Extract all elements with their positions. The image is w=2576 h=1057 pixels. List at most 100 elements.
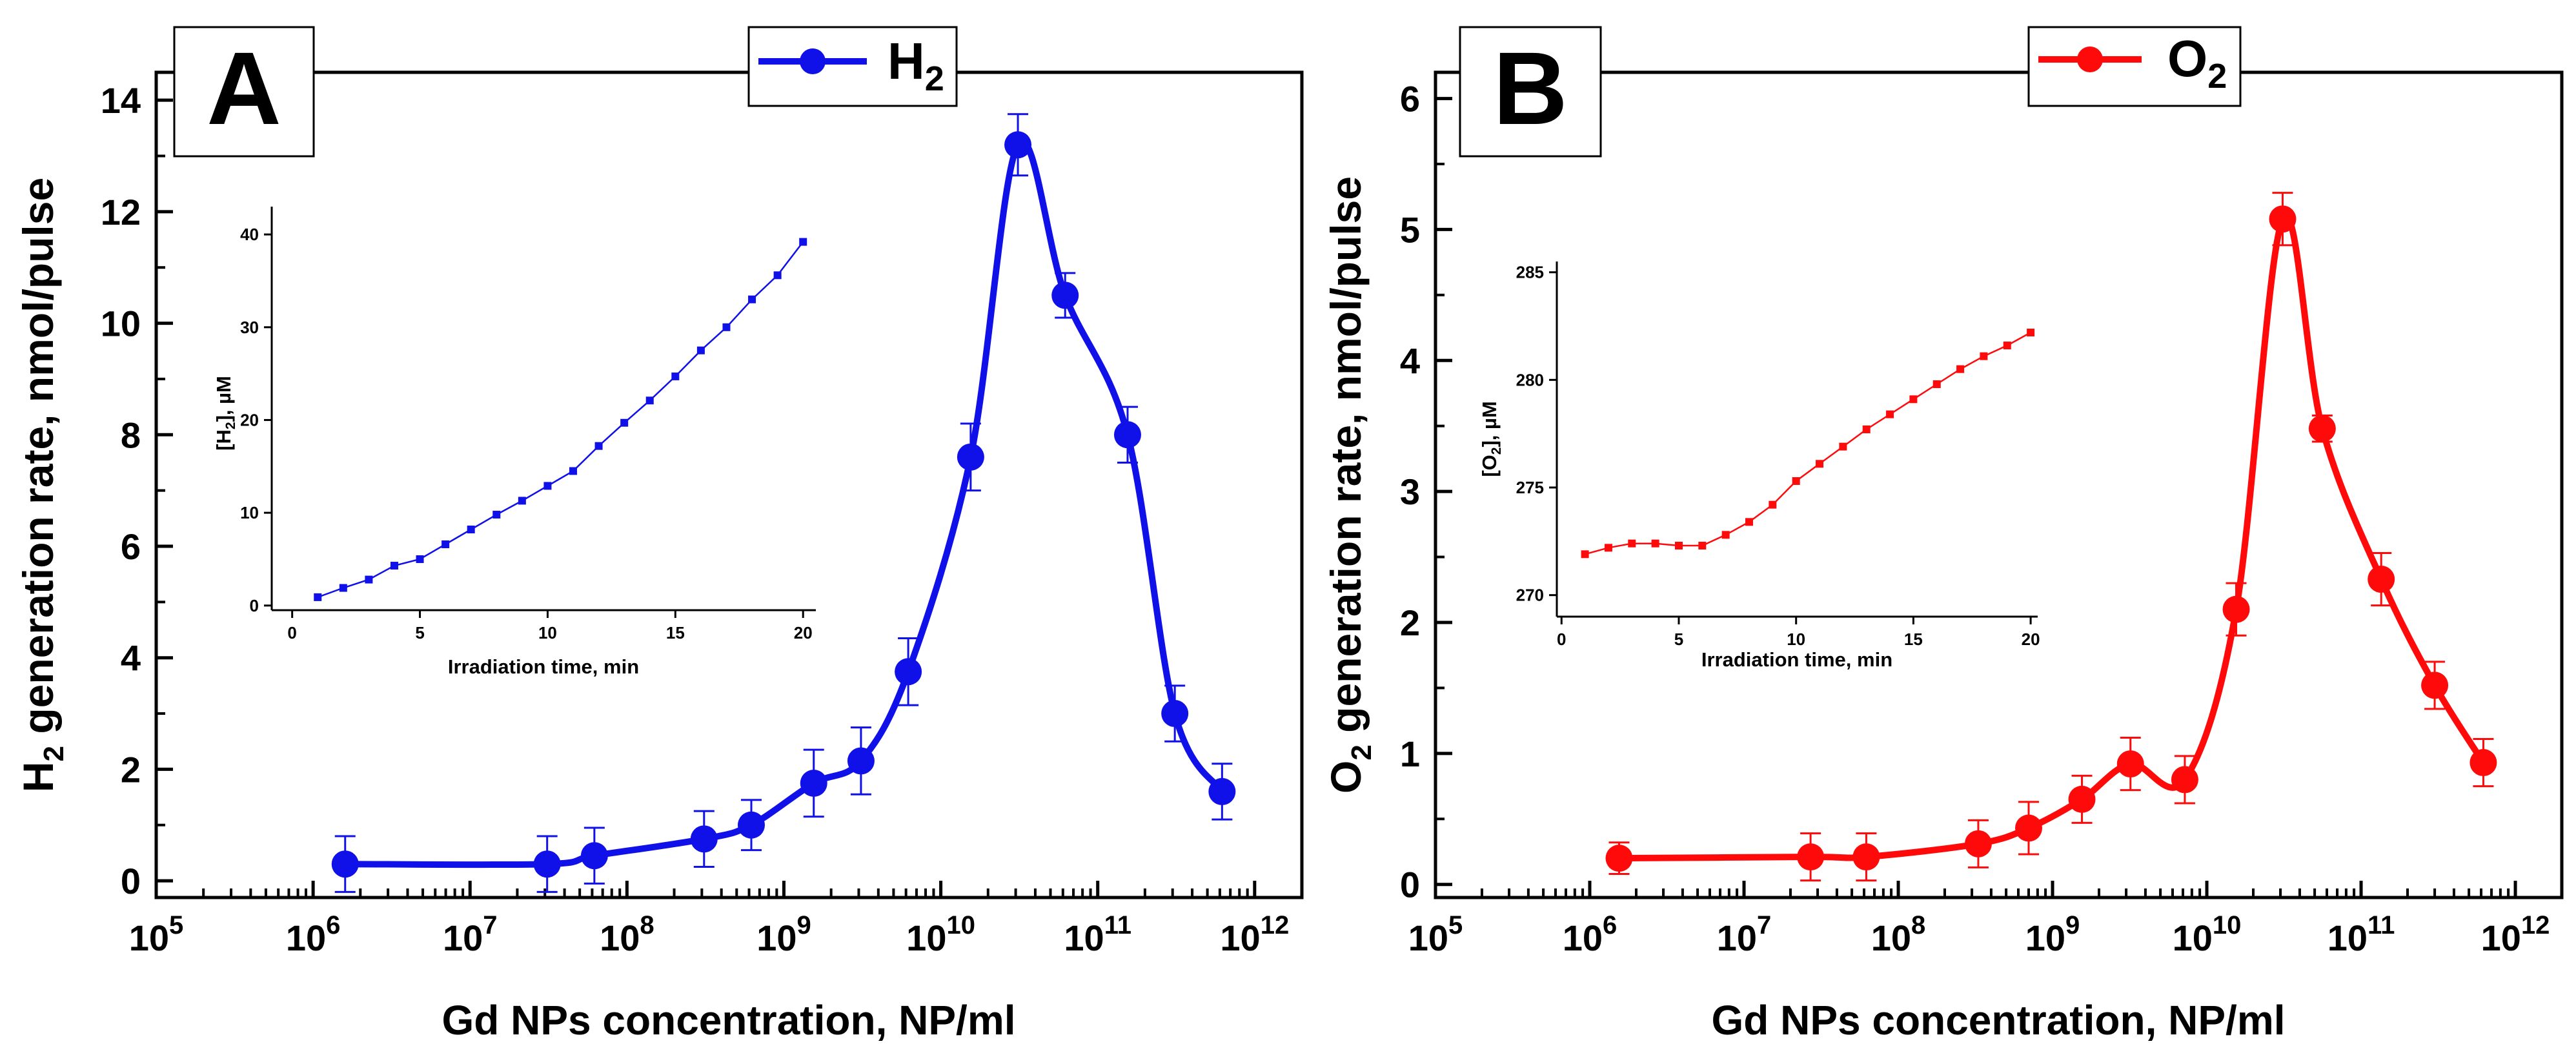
- panel-b-frame: [1434, 70, 2564, 899]
- panel-b-inset-point: [1651, 539, 1659, 548]
- panel-b-x-tick-label: 1012: [2481, 911, 2550, 958]
- panel-a-inset-x-tick-label: 5: [415, 623, 424, 642]
- panel-a-data-point: [895, 658, 922, 686]
- panel-b-x-tick-exponent: 12: [2521, 911, 2550, 939]
- panel-a-legend: H2: [747, 26, 958, 107]
- panel-b-y-axis-title: O2 generation rate, nmol/pulse: [1322, 176, 1377, 794]
- panel-a-data-point: [1004, 131, 1032, 159]
- panel-b-x-tick-base: 10: [1563, 918, 1603, 958]
- panel-a-inset-ticks: 0 5 10 15 20 0 10 20 30 40: [240, 225, 813, 642]
- panel-a-inset-point: [594, 442, 603, 450]
- panel-b-x-axis-title: Gd NPs concentration, NP/ml: [1711, 997, 2285, 1043]
- panel-b-x-tick-label: 108: [1871, 911, 1926, 958]
- panel-b-legend-subscript: 2: [2207, 57, 2227, 96]
- panel-a-series: [331, 113, 1236, 893]
- panel-a-inset-point: [773, 271, 782, 280]
- panel-b-data-point: [1797, 843, 1825, 871]
- panel-a-label-box: [173, 26, 315, 158]
- panel-a-x-ticks: 105 106 107 108 109 1010 1011 1012: [129, 881, 1303, 958]
- panel-a-inset-point: [492, 511, 501, 519]
- panel-a-x-tick-base: 10: [443, 918, 483, 958]
- panel-a-inset-point: [467, 526, 475, 533]
- panel-b-inset-y-tick-label: 280: [1516, 370, 1544, 389]
- panel-a-x-tick-base: 10: [1220, 918, 1260, 958]
- panel-a-x-tick-base: 10: [286, 918, 326, 958]
- panel-a-x-tick-exponent: 11: [1104, 911, 1131, 939]
- panel-a-inset-point: [339, 584, 347, 592]
- panel-b-y-tick-label: 3: [1400, 471, 1420, 512]
- panel-a-inset-x-axis-title: Irradiation time, min: [448, 655, 639, 678]
- panel-a-legend-box: [747, 26, 958, 107]
- panel-a-inset-point: [671, 372, 680, 380]
- panel-b-inset-point: [1909, 395, 1918, 404]
- panel-b-x-tick-exponent: 9: [2065, 911, 2080, 939]
- panel-b-x-tick-exponent: 6: [1603, 911, 1617, 939]
- panel-a-data-point: [1113, 421, 1141, 449]
- panel-a-legend-subscript: 2: [925, 59, 944, 98]
- panel-a-x-tick-label: 109: [756, 911, 811, 958]
- panel-a-data-point: [1051, 282, 1079, 309]
- panel-b-inset-x-axis-title: Irradiation time, min: [1701, 648, 1892, 671]
- panel-b-inset-point: [1628, 539, 1636, 548]
- panel-b-inset-x-tick-label: 20: [2022, 630, 2040, 649]
- panel-b-data-point: [2068, 785, 2096, 813]
- panel-a-x-axis-title: Gd NPs concentration, NP/ml: [441, 997, 1015, 1043]
- panel-a-inset-point: [569, 467, 578, 475]
- panel-b-legend-marker: [2077, 46, 2103, 72]
- panel-b-inset-y-tick-label: 285: [1516, 263, 1544, 282]
- panel-b-inset-point: [1816, 460, 1824, 468]
- panel-a-data-point: [580, 842, 608, 870]
- panel-a-y-tick-label: 10: [101, 303, 141, 344]
- panel-b-x-tick-label: 1010: [2173, 911, 2242, 958]
- panel-a-data-point: [737, 811, 765, 839]
- panel-b-x-ticks: 105 106 107 108 109 1010 1011 1012: [1408, 881, 2563, 958]
- panel-a-x-tick-exponent: 8: [640, 911, 654, 939]
- panel-b-x-tick-exponent: 11: [2368, 911, 2395, 939]
- panel-a-inset-y-axis-base: [H: [212, 429, 235, 451]
- panel-a-y-tick-label: 0: [121, 861, 141, 901]
- panel-a-inset-point: [314, 593, 322, 601]
- panel-b-x-tick-base: 10: [1871, 918, 1911, 958]
- panel-a-y-tick-label: 6: [121, 526, 141, 567]
- panel-a-y-tick-label: 8: [121, 415, 141, 455]
- panel-a-inset-point: [748, 295, 756, 303]
- panel-b-y-tick-label: 2: [1400, 602, 1420, 643]
- panel-b-legend-box: [2027, 26, 2242, 107]
- panel-a-y-axis-species: H: [14, 761, 62, 792]
- panel-a-inset-x-tick-label: 10: [538, 623, 557, 642]
- panel-b-inset-x-tick-label: 5: [1674, 630, 1683, 649]
- panel-b-x-tick-base: 10: [2173, 918, 2213, 958]
- panel-b-inset-point: [1956, 365, 1965, 373]
- panel-b-inset-point: [1862, 426, 1871, 433]
- panel-b-x-tick-exponent: 7: [1757, 911, 1771, 939]
- panel-a-x-tick-label: 1011: [1064, 911, 1131, 958]
- panel-a-data-point: [847, 747, 875, 775]
- panel-a-data-point: [1161, 700, 1189, 728]
- panel-b-y-axis-species: O: [1322, 761, 1370, 794]
- panel-a-inset-y-tick-label: 0: [250, 596, 259, 615]
- panel-b-data-point: [1605, 845, 1633, 872]
- panel-b-inset-y-axis-subscript: 2: [1489, 447, 1504, 455]
- panel-b-x-tick-label: 1011: [2328, 911, 2395, 958]
- panel-a-legend-base: H: [887, 32, 925, 90]
- panel-b-inset-point: [1980, 352, 1988, 360]
- panel-b-inset-y-axis-base: [O: [1478, 455, 1501, 477]
- panel-a-x-tick-label: 1012: [1220, 911, 1289, 958]
- panel-b-inset: 0 5 10 15 20 270 275 280 285 Irradiation time, m…: [1478, 262, 2040, 671]
- panel-a-data-point: [957, 443, 984, 471]
- panel-b-label: B: [1493, 30, 1568, 146]
- panel-b-data-point: [2308, 415, 2336, 442]
- panel-a-x-tick-exponent: 12: [1261, 911, 1290, 939]
- panel-b-inset-y-axis-title: [O2], µM: [1478, 401, 1504, 477]
- panel-b-inset-ticks: 0 5 10 15 20 270 275 280 285: [1516, 263, 2040, 649]
- panel-a-y-axis-title: H2 generation rate, nmol/pulse: [14, 178, 70, 792]
- panel-b-y-tick-label: 6: [1400, 79, 1420, 119]
- panel-a-frame: [154, 70, 1304, 899]
- panel-a-inset-y-tick-label: 20: [240, 410, 259, 429]
- panel-a-y-axis-rest: generation rate, nmol/pulse: [14, 178, 62, 746]
- panel-a-inset-y-axis-title: [H2], µM: [212, 376, 238, 451]
- panel-b-y-axis-subscript: 2: [1346, 744, 1377, 760]
- panel-a-x-tick-label: 105: [129, 911, 184, 958]
- panel-b-y-tick-label: 1: [1400, 734, 1420, 774]
